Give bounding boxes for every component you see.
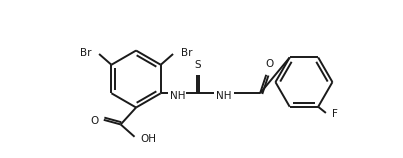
Text: NH: NH <box>216 91 232 101</box>
Text: OH: OH <box>141 134 157 144</box>
Text: O: O <box>91 116 99 126</box>
Text: S: S <box>194 60 201 70</box>
Text: NH: NH <box>170 91 185 101</box>
Text: Br: Br <box>181 48 192 58</box>
Text: F: F <box>332 109 338 119</box>
Text: Br: Br <box>80 48 91 58</box>
Text: O: O <box>265 59 274 69</box>
